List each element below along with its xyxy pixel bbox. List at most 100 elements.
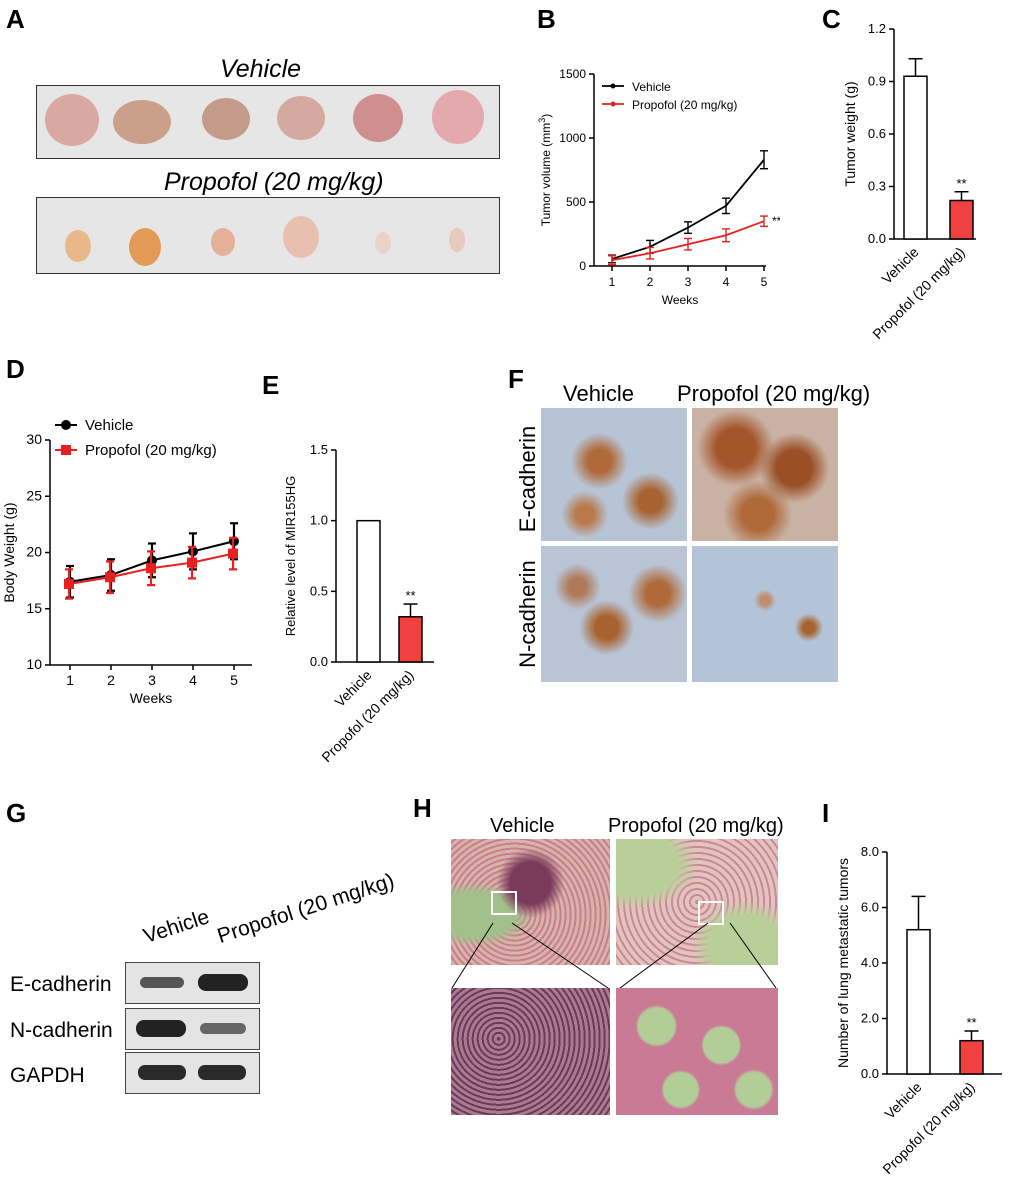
y-axis-label: Relative level of MIR155HG [283,476,298,636]
y-tick-label: 1.0 [310,513,328,528]
y-tick-label: 1000 [559,131,586,145]
panel-g-col-vehicle: Vehicle [140,905,213,949]
series-line [611,220,765,262]
blot-row-label-ncad: N-cadherin [10,1019,113,1042]
category-label: Vehicle [878,244,921,287]
he-propofol-overview [616,839,778,965]
panel-label-c: C [822,4,841,34]
legend-marker [610,101,616,107]
blot-ecad [125,962,260,1004]
band-ncad-vehicle [136,1020,186,1037]
y-tick-label: 500 [566,195,586,209]
y-axis-label: Tumor volume (mm3) [537,114,553,227]
x-tick-label: 2 [647,275,654,289]
tumor-vehicle-3 [202,98,250,140]
significance-label: ** [956,176,966,191]
band-ncad-propofol [200,1023,246,1034]
y-tick-label: 0.5 [310,583,328,598]
legend-label: Vehicle [632,80,671,94]
y-tick-label: 1500 [559,67,586,81]
panel-label-f: F [508,364,524,394]
tumor-propofol-6 [449,228,465,252]
legend-label: Vehicle [85,417,133,434]
x-axis-label: Weeks [130,690,173,706]
legend-label: Propofol (20 mg/kg) [85,442,217,459]
he-zoom-lines [451,922,777,989]
panel-a-title-propofol: Propofol (20 mg/kg) [164,168,384,196]
legend-label: Propofol (20 mg/kg) [632,98,737,112]
tumor-vehicle-5 [353,94,403,142]
y-tick-label: 15 [26,600,42,616]
tumor-propofol-1 [65,230,91,262]
significance-label: ** [966,1015,976,1030]
panel-a-photo-vehicle [36,85,500,159]
blot-row-label-ecad: E-cadherin [10,973,112,996]
panel-label-a: A [6,4,25,34]
panel-a-photo-propofol [36,197,500,274]
category-label: Propofol (20 mg/kg) [879,1079,977,1177]
blot-row-label-gapdh: GAPDH [10,1064,85,1087]
panel-label-b: B [537,4,556,34]
x-tick-label: 4 [723,275,730,289]
data-point [187,557,197,568]
tumor-vehicle-6 [432,90,484,144]
tumor-vehicle-1 [45,94,99,146]
panel-a-title-vehicle: Vehicle [220,55,302,83]
blot-gapdh [125,1052,260,1094]
panel-f-col-propofol: Propofol (20 mg/kg) [677,381,871,406]
bar [949,199,974,240]
x-tick-label: 3 [685,275,692,289]
panel-f-row-ncad: N-cadherin [515,560,540,668]
y-tick-label: 2.0 [861,1011,879,1026]
tumor-propofol-4 [283,216,319,258]
y-axis-label: Number of lung metastatic tumors [835,858,851,1068]
tumor-vehicle-4 [277,96,325,140]
significance-label: ** [405,588,415,603]
data-point [228,548,238,559]
blot-ncad [125,1008,260,1050]
bar [906,928,931,1075]
ihc-ecad-propofol [692,408,838,541]
tumor-propofol-3 [211,228,235,256]
panel-label-i: I [822,798,830,828]
panel-label-d: D [6,354,25,384]
band-gapdh-propofol [198,1065,246,1080]
y-axis-label: Body Weight (g) [1,502,17,602]
bar [398,616,423,663]
panel-h-col-vehicle: Vehicle [490,815,555,837]
he-vehicle-overview [451,839,610,965]
y-tick-label: 10 [26,656,42,672]
chart-i: 0.0 2.0 4.0 6.0 8.0 Number of lung metastatic… [835,844,1002,1177]
y-tick-label: 0.6 [868,126,886,141]
y-tick-label: 1.5 [310,442,328,457]
bar [903,75,928,240]
y-tick-label: 0.0 [861,1066,879,1081]
y-tick-label: 6.0 [861,900,879,915]
x-tick-label: 1 [66,672,74,688]
chart-c: 0.0 0.3 0.6 0.9 1.2 Tumor weight (g) VehiclePr… [842,21,976,342]
ihc-ncad-propofol [692,546,838,682]
ihc-ncad-vehicle [541,546,687,682]
y-tick-label: 0.3 [868,179,886,194]
bar [356,519,381,663]
he-vehicle-roi [491,891,517,915]
band-ecad-propofol [198,974,248,991]
panel-g-col-propofol: Propofol (20 mg/kg) [214,869,398,949]
x-axis-label: Weeks [662,293,698,307]
chart-b: 0 500 1000 1500 1 2 3 4 5 Weeks Tumor volume (mm3)… [537,67,780,307]
panel-label-g: G [6,798,27,828]
band-ecad-vehicle [140,977,184,988]
data-point [146,563,156,574]
x-tick-label: 2 [107,672,115,688]
ihc-ecad-vehicle [541,408,687,541]
y-tick-label: 8.0 [861,844,879,859]
band-gapdh-vehicle [138,1065,186,1080]
x-tick-label: 5 [230,672,238,688]
y-tick-label: 1.2 [868,21,886,36]
legend-marker [61,445,71,455]
he-vehicle-zoom [451,988,610,1115]
y-tick-label: 0.9 [868,74,886,89]
tumor-propofol-5 [375,232,391,254]
x-tick-label: 5 [761,275,768,289]
panel-f-col-vehicle: Vehicle [563,381,634,406]
